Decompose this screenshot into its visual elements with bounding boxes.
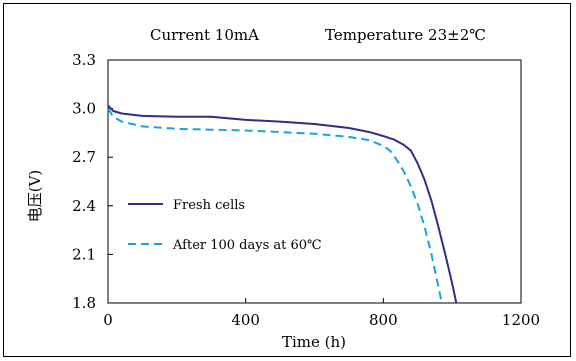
series-layer (107, 104, 458, 304)
y-axis-label: 电压(V) (26, 170, 44, 223)
x-tick-label: 1200 (502, 311, 540, 329)
y-tick-label: 1.8 (72, 294, 96, 312)
y-tick-label: 2.4 (72, 197, 96, 215)
chart-frame (3, 3, 571, 357)
series-line-aged (107, 108, 443, 304)
x-axis: 0 400 800 1200 (103, 298, 540, 329)
chart-subtitle: Temperature 23±2℃ (325, 26, 486, 44)
y-tick-label: 3.3 (72, 51, 96, 69)
plot-area (107, 59, 522, 304)
y-axis: 1.8 2.1 2.4 2.7 3.0 3.3 (72, 51, 113, 312)
legend-label-aged: After 100 days at 60℃ (172, 238, 322, 253)
legend: Fresh cells After 100 days at 60℃ (128, 198, 322, 253)
y-tick-label: 2.1 (72, 245, 96, 263)
chart-title: Current 10mA (150, 26, 259, 44)
x-tick-label: 400 (231, 311, 260, 329)
x-tick-label: 800 (369, 311, 398, 329)
legend-label-fresh: Fresh cells (173, 198, 245, 213)
series-line-fresh (107, 104, 458, 304)
y-tick-label: 2.7 (72, 148, 96, 166)
x-axis-label: Time (h) (282, 333, 346, 351)
y-tick-label: 3.0 (72, 100, 96, 118)
x-tick-label: 0 (103, 311, 113, 329)
